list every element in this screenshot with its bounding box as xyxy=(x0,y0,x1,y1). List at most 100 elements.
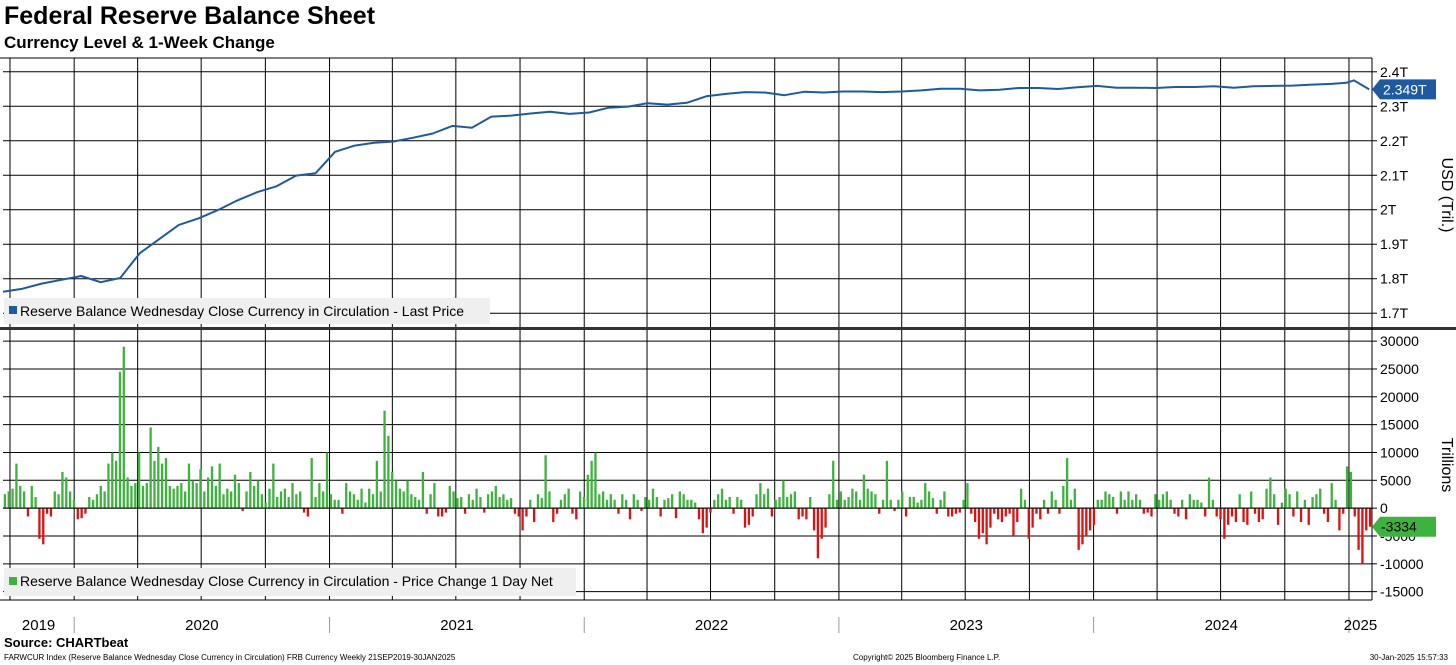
bar xyxy=(53,491,56,509)
bar xyxy=(966,483,969,509)
bar xyxy=(1096,499,1099,509)
bar xyxy=(1150,508,1153,517)
bar xyxy=(490,491,494,509)
bar xyxy=(153,460,156,509)
bar xyxy=(586,474,589,509)
bar xyxy=(724,499,727,509)
bar xyxy=(893,508,896,511)
x-tick-label: 2022 xyxy=(695,617,728,634)
bar xyxy=(65,477,68,509)
bar xyxy=(786,497,789,509)
x-tick-label: 2024 xyxy=(1205,617,1238,634)
bar xyxy=(624,499,628,509)
bar xyxy=(743,508,747,528)
bar xyxy=(42,508,45,545)
bar xyxy=(1112,497,1115,509)
bar xyxy=(103,491,106,509)
bar xyxy=(736,497,739,509)
bar xyxy=(563,494,566,509)
last-value-label: -3334 xyxy=(1381,519,1417,535)
bar xyxy=(582,497,586,509)
bar xyxy=(287,497,290,509)
bar xyxy=(99,485,102,509)
bar xyxy=(1177,508,1180,517)
bar xyxy=(1273,494,1276,509)
bar xyxy=(847,497,850,509)
bar xyxy=(360,488,363,509)
bar xyxy=(249,471,252,509)
bar xyxy=(1127,491,1130,509)
bar xyxy=(858,499,862,509)
bar xyxy=(1345,466,1349,509)
bar xyxy=(379,491,382,509)
bar xyxy=(1280,502,1284,509)
bar xyxy=(878,508,881,514)
bar xyxy=(996,508,1000,520)
bar xyxy=(981,508,984,534)
y-tick-label: 2.3T xyxy=(1380,98,1408,114)
bar xyxy=(881,499,885,509)
bar xyxy=(180,483,183,509)
bar xyxy=(187,463,191,509)
bar xyxy=(164,458,168,509)
bar xyxy=(1238,494,1241,509)
bar xyxy=(1211,499,1215,509)
bar xyxy=(233,474,237,509)
y-tick-label: 5000 xyxy=(1380,472,1411,488)
bar xyxy=(1100,499,1103,509)
footer-ticker-info: FARWCUR Index (Reserve Balance Wednesday… xyxy=(4,653,456,662)
bar xyxy=(855,491,858,509)
bar xyxy=(1165,491,1168,509)
bar xyxy=(1181,499,1184,509)
bar xyxy=(1200,502,1203,509)
bar xyxy=(299,491,302,509)
y-tick-label: 2.1T xyxy=(1380,167,1408,183)
bar xyxy=(1042,499,1046,509)
bar xyxy=(993,508,996,514)
bar xyxy=(107,463,110,509)
bar xyxy=(525,508,528,517)
bar xyxy=(1142,508,1145,514)
bar xyxy=(1192,499,1195,509)
bar xyxy=(989,508,992,528)
bar xyxy=(1073,488,1076,509)
bar xyxy=(648,499,651,509)
bar xyxy=(1303,499,1307,509)
bar xyxy=(440,508,444,517)
bar xyxy=(218,463,221,509)
bar xyxy=(314,497,317,509)
bar xyxy=(1296,491,1299,509)
bar xyxy=(141,485,145,509)
bar xyxy=(494,485,497,509)
bar xyxy=(843,499,846,509)
bar xyxy=(835,499,839,509)
bar xyxy=(674,508,678,519)
bar xyxy=(57,494,60,509)
bar xyxy=(1361,508,1364,564)
bar xyxy=(241,508,244,511)
bar xyxy=(45,508,49,514)
bar xyxy=(578,491,582,509)
bar xyxy=(398,488,402,509)
bar xyxy=(517,508,520,517)
bar xyxy=(1353,508,1356,517)
bar xyxy=(1123,499,1126,509)
bar xyxy=(866,488,869,509)
bar xyxy=(467,494,471,509)
bar xyxy=(479,497,482,509)
bar xyxy=(1135,494,1138,509)
bar xyxy=(1319,488,1322,509)
bar xyxy=(126,477,129,509)
bar xyxy=(897,499,900,509)
bar xyxy=(1016,508,1019,523)
bar xyxy=(383,410,386,509)
bar xyxy=(874,494,877,509)
y-axis-title: Trillions xyxy=(1438,438,1455,493)
bar xyxy=(176,485,179,509)
bar xyxy=(1035,508,1038,514)
bar xyxy=(954,508,958,514)
bar xyxy=(1104,491,1107,509)
bar xyxy=(1008,508,1011,514)
bar xyxy=(782,480,785,509)
bar xyxy=(809,497,812,509)
